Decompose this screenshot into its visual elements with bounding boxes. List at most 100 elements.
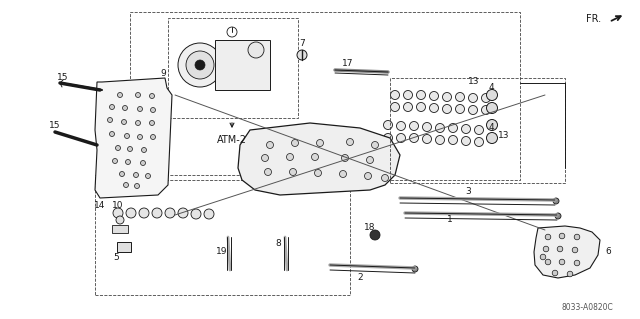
Polygon shape xyxy=(95,78,172,198)
Text: 17: 17 xyxy=(342,60,354,69)
Circle shape xyxy=(461,137,470,145)
Text: 9: 9 xyxy=(160,69,166,78)
Circle shape xyxy=(442,93,451,101)
Bar xyxy=(390,78,565,183)
Text: 18: 18 xyxy=(364,222,376,232)
Circle shape xyxy=(108,117,113,122)
Circle shape xyxy=(125,160,131,165)
Polygon shape xyxy=(534,226,600,278)
Circle shape xyxy=(543,246,548,252)
Circle shape xyxy=(383,133,392,143)
Circle shape xyxy=(481,93,490,102)
Circle shape xyxy=(555,213,561,219)
Circle shape xyxy=(139,208,149,218)
Circle shape xyxy=(134,183,140,189)
Circle shape xyxy=(120,172,125,176)
Circle shape xyxy=(371,142,378,149)
Bar xyxy=(130,12,520,180)
Circle shape xyxy=(115,145,120,151)
Circle shape xyxy=(486,90,497,100)
Circle shape xyxy=(559,259,564,265)
Text: 10: 10 xyxy=(112,202,124,211)
Circle shape xyxy=(486,102,497,114)
Text: 14: 14 xyxy=(94,201,106,210)
Circle shape xyxy=(567,271,573,277)
Text: 8: 8 xyxy=(275,239,281,248)
Bar xyxy=(168,18,298,118)
Text: 4: 4 xyxy=(488,84,494,93)
Circle shape xyxy=(126,208,136,218)
Circle shape xyxy=(113,208,123,218)
Circle shape xyxy=(370,230,380,240)
Circle shape xyxy=(461,124,470,133)
Circle shape xyxy=(287,153,294,160)
Circle shape xyxy=(429,92,438,100)
Circle shape xyxy=(141,147,147,152)
Text: 6: 6 xyxy=(605,248,611,256)
Circle shape xyxy=(136,121,141,125)
Circle shape xyxy=(474,125,483,135)
Circle shape xyxy=(264,168,271,175)
Circle shape xyxy=(248,42,264,58)
Circle shape xyxy=(422,135,431,144)
Circle shape xyxy=(314,169,321,176)
Circle shape xyxy=(449,136,458,145)
Circle shape xyxy=(365,173,371,180)
Text: 13: 13 xyxy=(499,130,509,139)
Text: 5: 5 xyxy=(113,253,119,262)
Circle shape xyxy=(266,142,273,149)
Circle shape xyxy=(417,91,426,100)
Circle shape xyxy=(312,153,319,160)
Circle shape xyxy=(574,234,580,240)
Circle shape xyxy=(141,160,145,166)
Circle shape xyxy=(346,138,353,145)
Circle shape xyxy=(109,105,115,109)
Text: FR.: FR. xyxy=(586,14,601,24)
Circle shape xyxy=(397,122,406,130)
Circle shape xyxy=(574,260,580,266)
Circle shape xyxy=(435,136,445,145)
Circle shape xyxy=(442,105,451,114)
Circle shape xyxy=(545,234,551,240)
Circle shape xyxy=(138,107,143,112)
Circle shape xyxy=(342,154,349,161)
Circle shape xyxy=(390,102,399,112)
Circle shape xyxy=(486,120,497,130)
Circle shape xyxy=(297,50,307,60)
Circle shape xyxy=(481,106,490,115)
Circle shape xyxy=(136,93,141,98)
Circle shape xyxy=(118,93,122,98)
Circle shape xyxy=(381,174,388,182)
Circle shape xyxy=(227,27,237,37)
Circle shape xyxy=(127,146,132,152)
Text: 15: 15 xyxy=(57,73,68,83)
Circle shape xyxy=(367,157,374,164)
Circle shape xyxy=(410,122,419,130)
Circle shape xyxy=(152,208,162,218)
Circle shape xyxy=(403,102,413,112)
Text: 8033-A0820C: 8033-A0820C xyxy=(561,303,613,313)
Circle shape xyxy=(124,182,129,188)
Circle shape xyxy=(262,154,269,161)
Circle shape xyxy=(145,174,150,179)
Circle shape xyxy=(545,259,551,265)
Circle shape xyxy=(417,102,426,112)
Circle shape xyxy=(178,208,188,218)
Circle shape xyxy=(412,266,418,272)
Circle shape xyxy=(134,173,138,177)
Circle shape xyxy=(410,133,419,143)
Circle shape xyxy=(422,122,431,131)
Text: 3: 3 xyxy=(465,188,471,197)
Circle shape xyxy=(289,168,296,175)
Circle shape xyxy=(553,198,559,204)
Text: 4: 4 xyxy=(488,123,494,132)
Circle shape xyxy=(150,121,154,125)
Text: 13: 13 xyxy=(468,78,480,86)
Circle shape xyxy=(150,93,154,99)
Circle shape xyxy=(150,135,156,139)
Circle shape xyxy=(572,247,578,253)
Text: 2: 2 xyxy=(357,273,363,283)
Circle shape xyxy=(486,132,497,144)
Circle shape xyxy=(195,60,205,70)
Text: 15: 15 xyxy=(49,122,61,130)
